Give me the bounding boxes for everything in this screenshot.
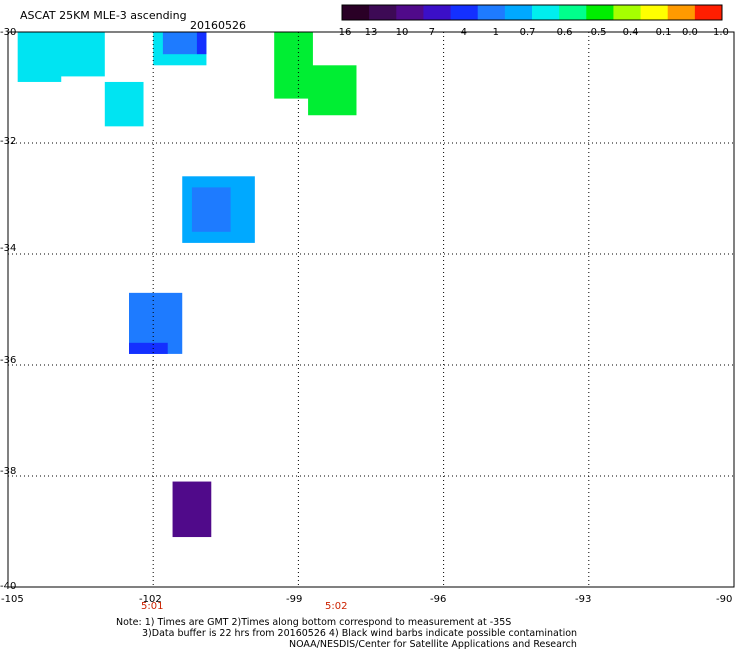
colorbar-swatch	[477, 5, 506, 20]
colorbar-label: -13	[361, 27, 378, 38]
colorbar-swatch	[667, 5, 696, 20]
colorbar-label: -1	[489, 27, 499, 38]
date-label: 20160526	[190, 19, 246, 32]
note-line-2: 3)Data buffer is 22 hrs from 20160526 4)…	[142, 628, 578, 639]
data-cell	[308, 65, 357, 116]
colorbar-swatch	[586, 5, 614, 20]
data-cell	[17, 32, 62, 82]
colorbar-label: -0.6	[553, 27, 573, 38]
y-tick-label: -34	[0, 243, 17, 254]
x-tick-label: -99	[286, 594, 303, 605]
colorbar-swatch	[450, 5, 479, 20]
colorbar-swatch	[342, 5, 370, 20]
data-cell	[274, 32, 313, 99]
data-cells	[17, 32, 357, 538]
colorbar-swatch	[559, 5, 587, 20]
colorbar-swatch	[504, 5, 533, 20]
plot-frame	[7, 31, 735, 588]
colorbar-label: -0.5	[587, 27, 607, 38]
y-tick-label: -30	[0, 27, 17, 38]
colorbar-label: -16	[335, 27, 352, 38]
data-cell	[196, 32, 207, 55]
x-tick-label: -90	[716, 594, 733, 605]
data-cell	[104, 81, 144, 127]
colorbar-swatch	[532, 5, 560, 20]
colorbar-swatch	[423, 5, 452, 20]
colorbar-label: -10	[392, 27, 409, 38]
y-tick-label: -38	[0, 466, 17, 477]
colorbar-swatch	[694, 5, 723, 20]
pass-time-label: 5:01	[141, 601, 164, 612]
colorbar-swatch	[396, 5, 424, 20]
colorbar-label: -0.7	[516, 27, 536, 38]
colorbar-label: -0.1	[652, 27, 672, 38]
data-cell	[56, 32, 105, 77]
pass-time-label: 5:02	[325, 601, 348, 612]
x-tick-label: -105	[1, 594, 24, 605]
data-cell	[162, 32, 197, 55]
colorbar-swatch	[613, 5, 642, 20]
x-tick-label: -102	[139, 594, 162, 605]
colorbar-label: 0.0	[682, 27, 698, 38]
colorbar-frame	[341, 4, 723, 21]
colorbar-label: -4	[457, 27, 467, 38]
note-line-3: NOAA/NESDIS/Center for Satellite Applica…	[289, 639, 577, 650]
data-cell	[191, 187, 231, 232]
grid-lines	[8, 32, 734, 587]
note-line-1: Note: 1) Times are GMT 2)Times along bot…	[116, 617, 512, 628]
x-tick-label: -96	[430, 594, 447, 605]
colorbar-label: -7	[425, 27, 435, 38]
colorbar-label: -0.4	[619, 27, 639, 38]
data-cell	[172, 481, 212, 538]
y-tick-label: -36	[0, 355, 17, 366]
y-tick-label: -32	[0, 136, 17, 147]
data-cell	[129, 342, 168, 354]
chart-title: ASCAT 25KM MLE-3 ascending	[20, 9, 187, 22]
colorbar-label: 1.0	[713, 27, 729, 38]
colorbar-swatch	[640, 5, 669, 20]
colorbar-swatch	[369, 5, 397, 20]
colorbar	[341, 4, 723, 21]
y-tick-label: -40	[0, 581, 17, 592]
x-tick-label: -93	[575, 594, 592, 605]
